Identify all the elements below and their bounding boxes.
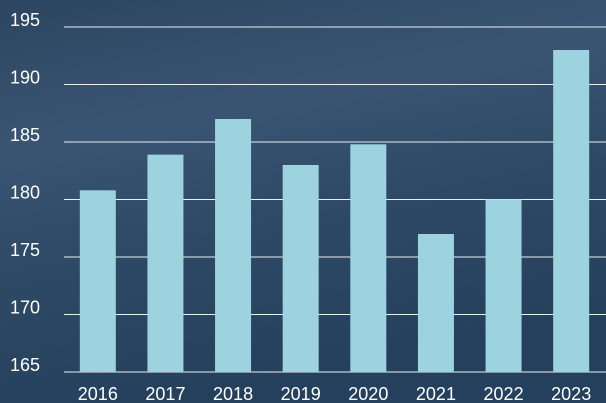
y-tick-label: 185 [10, 125, 40, 145]
y-tick-label: 195 [10, 10, 40, 30]
x-tick-label: 2021 [416, 384, 456, 403]
page: 165 170 175 180 185 190 195 2016 2017 2018 2019 202… [0, 0, 606, 403]
bar [553, 50, 589, 372]
x-tick-label: 2019 [281, 384, 321, 403]
x-tick-label: 2020 [348, 384, 388, 403]
x-tick-label: 2022 [484, 384, 524, 403]
bar [283, 165, 319, 372]
y-tick-label: 175 [10, 240, 40, 260]
bar [147, 155, 183, 372]
bar [418, 234, 454, 372]
bar [215, 119, 251, 372]
y-tick-label: 165 [10, 355, 40, 375]
y-tick-label: 180 [10, 182, 40, 202]
x-tick-label: 2023 [551, 384, 591, 403]
x-tick-label: 2016 [78, 384, 118, 403]
bar [486, 200, 522, 373]
chart: 165 170 175 180 185 190 195 2016 2017 2018 2019 202… [0, 0, 606, 403]
x-tick-label: 2017 [145, 384, 185, 403]
x-tick-label: 2018 [213, 384, 253, 403]
bar [350, 144, 386, 372]
y-tick-label: 190 [10, 67, 40, 87]
y-tick-label: 170 [10, 297, 40, 317]
bar [80, 190, 116, 372]
